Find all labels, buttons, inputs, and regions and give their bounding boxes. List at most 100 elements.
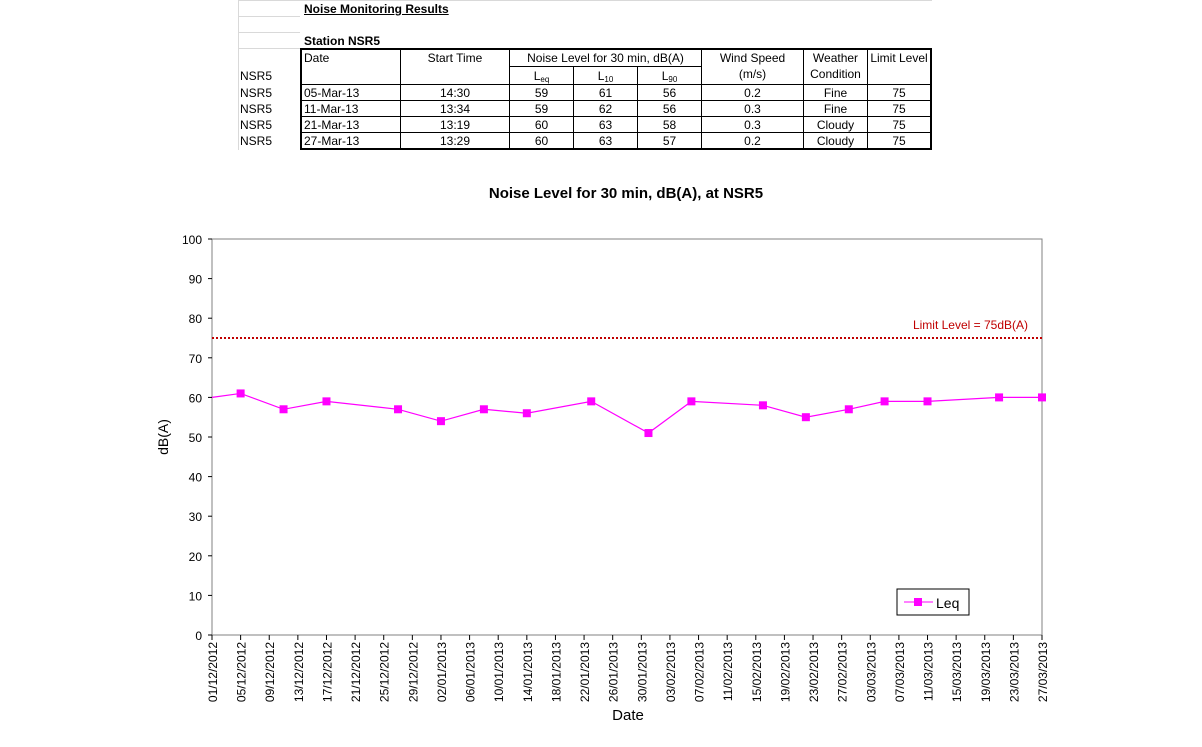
legend-label: Leq <box>936 595 959 611</box>
x-axis-title: Date <box>612 707 644 724</box>
cell-l10: 62 <box>598 102 613 116</box>
cell-station: NSR5 <box>240 134 273 148</box>
x-tick-label: 19/03/2013 <box>979 642 993 702</box>
x-tick-label: 10/01/2013 <box>492 642 506 702</box>
header-noise-level: Noise Level for 30 min, dB(A) <box>527 51 684 65</box>
data-point <box>394 405 403 414</box>
cell-l90: 56 <box>662 102 677 116</box>
y-tick-label: 70 <box>189 352 203 366</box>
cell-wind: 0.2 <box>744 134 761 148</box>
x-tick-label: 26/01/2013 <box>607 642 621 702</box>
cell-time: 13:29 <box>439 134 471 148</box>
data-point <box>923 397 932 406</box>
data-point <box>522 409 531 418</box>
cell-l90: 56 <box>662 86 677 100</box>
data-point <box>844 405 853 414</box>
x-tick-label: 03/02/2013 <box>664 642 678 702</box>
header-condition: Condition <box>810 67 861 81</box>
sheet-title: Noise Monitoring Results <box>304 2 449 16</box>
header-limit-level: Limit Level <box>870 51 928 65</box>
cell-limit: 75 <box>892 118 906 132</box>
header-date: Date <box>304 51 330 65</box>
x-tick-label: 02/01/2013 <box>435 642 449 702</box>
x-tick-label: 19/02/2013 <box>778 642 792 702</box>
y-tick-label: 30 <box>189 510 203 524</box>
cell-date: 11-Mar-13 <box>304 102 359 116</box>
y-tick-label: 60 <box>189 391 203 405</box>
x-tick-label: 05/12/2012 <box>235 642 249 702</box>
cell-l90: 58 <box>662 118 677 132</box>
cell-limit: 75 <box>892 102 906 116</box>
x-tick-label: 11/03/2013 <box>922 642 936 701</box>
cell-leq: 59 <box>534 102 549 116</box>
x-tick-label: 18/01/2013 <box>549 642 563 702</box>
data-point <box>587 397 596 406</box>
cell-weather: Fine <box>823 86 848 100</box>
header-l10: L10 <box>597 69 614 84</box>
data-point <box>236 389 245 398</box>
x-tick-label: 27/02/2013 <box>836 642 850 702</box>
x-tick-label: 14/01/2013 <box>521 642 535 702</box>
x-axis: 01/12/2012 05/12/2012 09/12/2012 13/12/2012… <box>206 635 1050 702</box>
cell-leq: 59 <box>534 86 549 100</box>
header-leq: Leq <box>533 69 550 84</box>
cell-time: 13:34 <box>439 102 471 116</box>
x-tick-label: 11/02/2013 <box>721 642 735 701</box>
cell-l90: 57 <box>662 134 677 148</box>
x-tick-label: 23/02/2013 <box>807 642 821 702</box>
x-tick-label: 15/02/2013 <box>750 642 764 702</box>
x-tick-label: 27/03/2013 <box>1036 642 1050 702</box>
data-point <box>279 405 288 414</box>
cell-station: NSR5 <box>240 118 273 132</box>
limit-line-group: Limit Level = 75dB(A) <box>212 318 1042 339</box>
x-tick-label: 15/03/2013 <box>950 642 964 702</box>
y-tick-label: 80 <box>189 312 203 326</box>
cell-station: NSR5 <box>240 86 273 100</box>
chart-title: Noise Level for 30 min, dB(A), at NSR5 <box>489 185 763 202</box>
x-tick-label: 07/03/2013 <box>893 642 907 702</box>
cell-time: 13:19 <box>439 118 471 132</box>
cell-limit: 75 <box>892 134 906 148</box>
legend: Leq <box>896 588 970 616</box>
cell-l10: 61 <box>598 86 613 100</box>
x-tick-label: 03/03/2013 <box>864 642 878 702</box>
x-tick-label: 25/12/2012 <box>378 642 392 702</box>
x-tick-label: 13/12/2012 <box>292 642 306 702</box>
header-l90: L90 <box>661 69 678 84</box>
y-tick-label: 50 <box>189 431 203 445</box>
series-group <box>211 389 1046 438</box>
cell-station: NSR5 <box>240 102 273 116</box>
series-line <box>211 392 1042 434</box>
cell-time: 14:30 <box>439 86 471 100</box>
data-point <box>687 397 696 406</box>
x-tick-label: 21/12/2012 <box>349 642 363 702</box>
x-tick-label: 29/12/2012 <box>406 642 420 702</box>
x-tick-label: 07/02/2013 <box>693 642 707 702</box>
header-wind-speed: Wind Speed <box>719 51 786 65</box>
limit-line-label: Limit Level = 75dB(A) <box>913 318 1028 332</box>
cell-limit: 75 <box>892 86 906 100</box>
legend-marker <box>914 598 922 606</box>
row-label-header: NSR5 <box>240 69 273 83</box>
cell-wind: 0.3 <box>744 102 761 116</box>
cell-l10: 63 <box>598 134 613 148</box>
cell-weather: Fine <box>823 102 848 116</box>
x-tick-label: 17/12/2012 <box>320 642 334 702</box>
y-tick-label: 10 <box>189 589 203 603</box>
header-weather: Weather <box>812 51 859 65</box>
cell-leq: 60 <box>534 118 549 132</box>
cell-leq: 60 <box>534 134 549 148</box>
plot-area <box>211 238 1043 636</box>
y-tick-label: 40 <box>189 471 203 485</box>
header-start-time: Start Time <box>427 51 483 65</box>
y-tick-label: 90 <box>189 273 203 287</box>
x-tick-label: 30/01/2013 <box>635 642 649 702</box>
y-tick-label: 0 <box>195 629 202 643</box>
cell-date: 27-Mar-13 <box>304 134 360 148</box>
y-axis: 0 10 20 30 40 50 60 70 80 90 100 <box>182 233 212 643</box>
data-point <box>436 417 445 426</box>
header-wind-unit: (m/s) <box>738 67 767 81</box>
x-tick-label: 01/12/2012 <box>206 642 220 702</box>
x-tick-label: 06/01/2013 <box>464 642 478 702</box>
data-point <box>1038 393 1046 402</box>
